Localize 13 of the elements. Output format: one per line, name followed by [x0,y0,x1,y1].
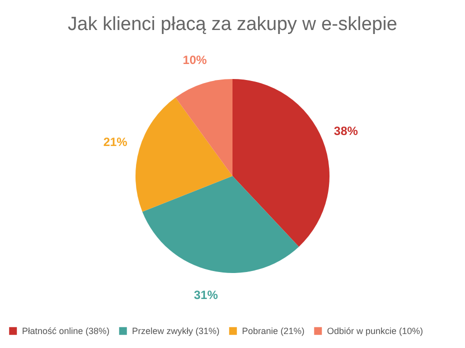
legend-label: Odbiór w punkcie (10%) [327,326,424,336]
data-label: 10% [182,52,208,67]
data-label: 38% [334,124,358,138]
pie-slice [175,79,232,176]
legend-label: Pobranie (21%) [242,326,305,336]
pie-slice [136,98,232,212]
pie-slice [232,79,330,247]
legend-label: Płatność online (38%) [22,326,110,336]
legend-label: Przelew zwykły (31%) [132,326,220,336]
data-label: 31% [194,288,218,302]
data-label: 21% [103,134,128,149]
chart-title: Jak klienci płacą za zakupy w e-sklepie [68,14,398,35]
pie-slice [142,176,299,273]
